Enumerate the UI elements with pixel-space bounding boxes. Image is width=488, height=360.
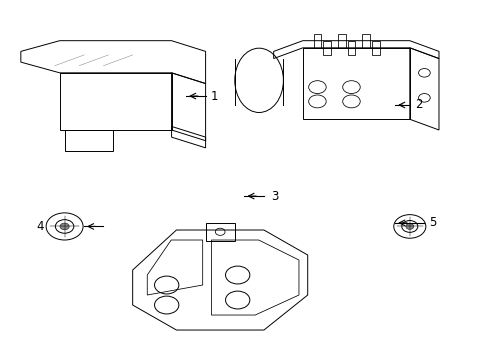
Text: 1: 1 [210,90,218,103]
Circle shape [405,224,413,229]
Text: 2: 2 [414,99,421,112]
Bar [323,41,330,55]
Text: 3: 3 [271,190,278,203]
Circle shape [60,223,69,230]
Text: 5: 5 [428,216,436,229]
Bar [362,33,369,48]
Bar [337,33,345,48]
Bar [313,33,321,48]
Bar [347,41,355,55]
Text: 4: 4 [36,220,44,233]
Bar [371,41,379,55]
